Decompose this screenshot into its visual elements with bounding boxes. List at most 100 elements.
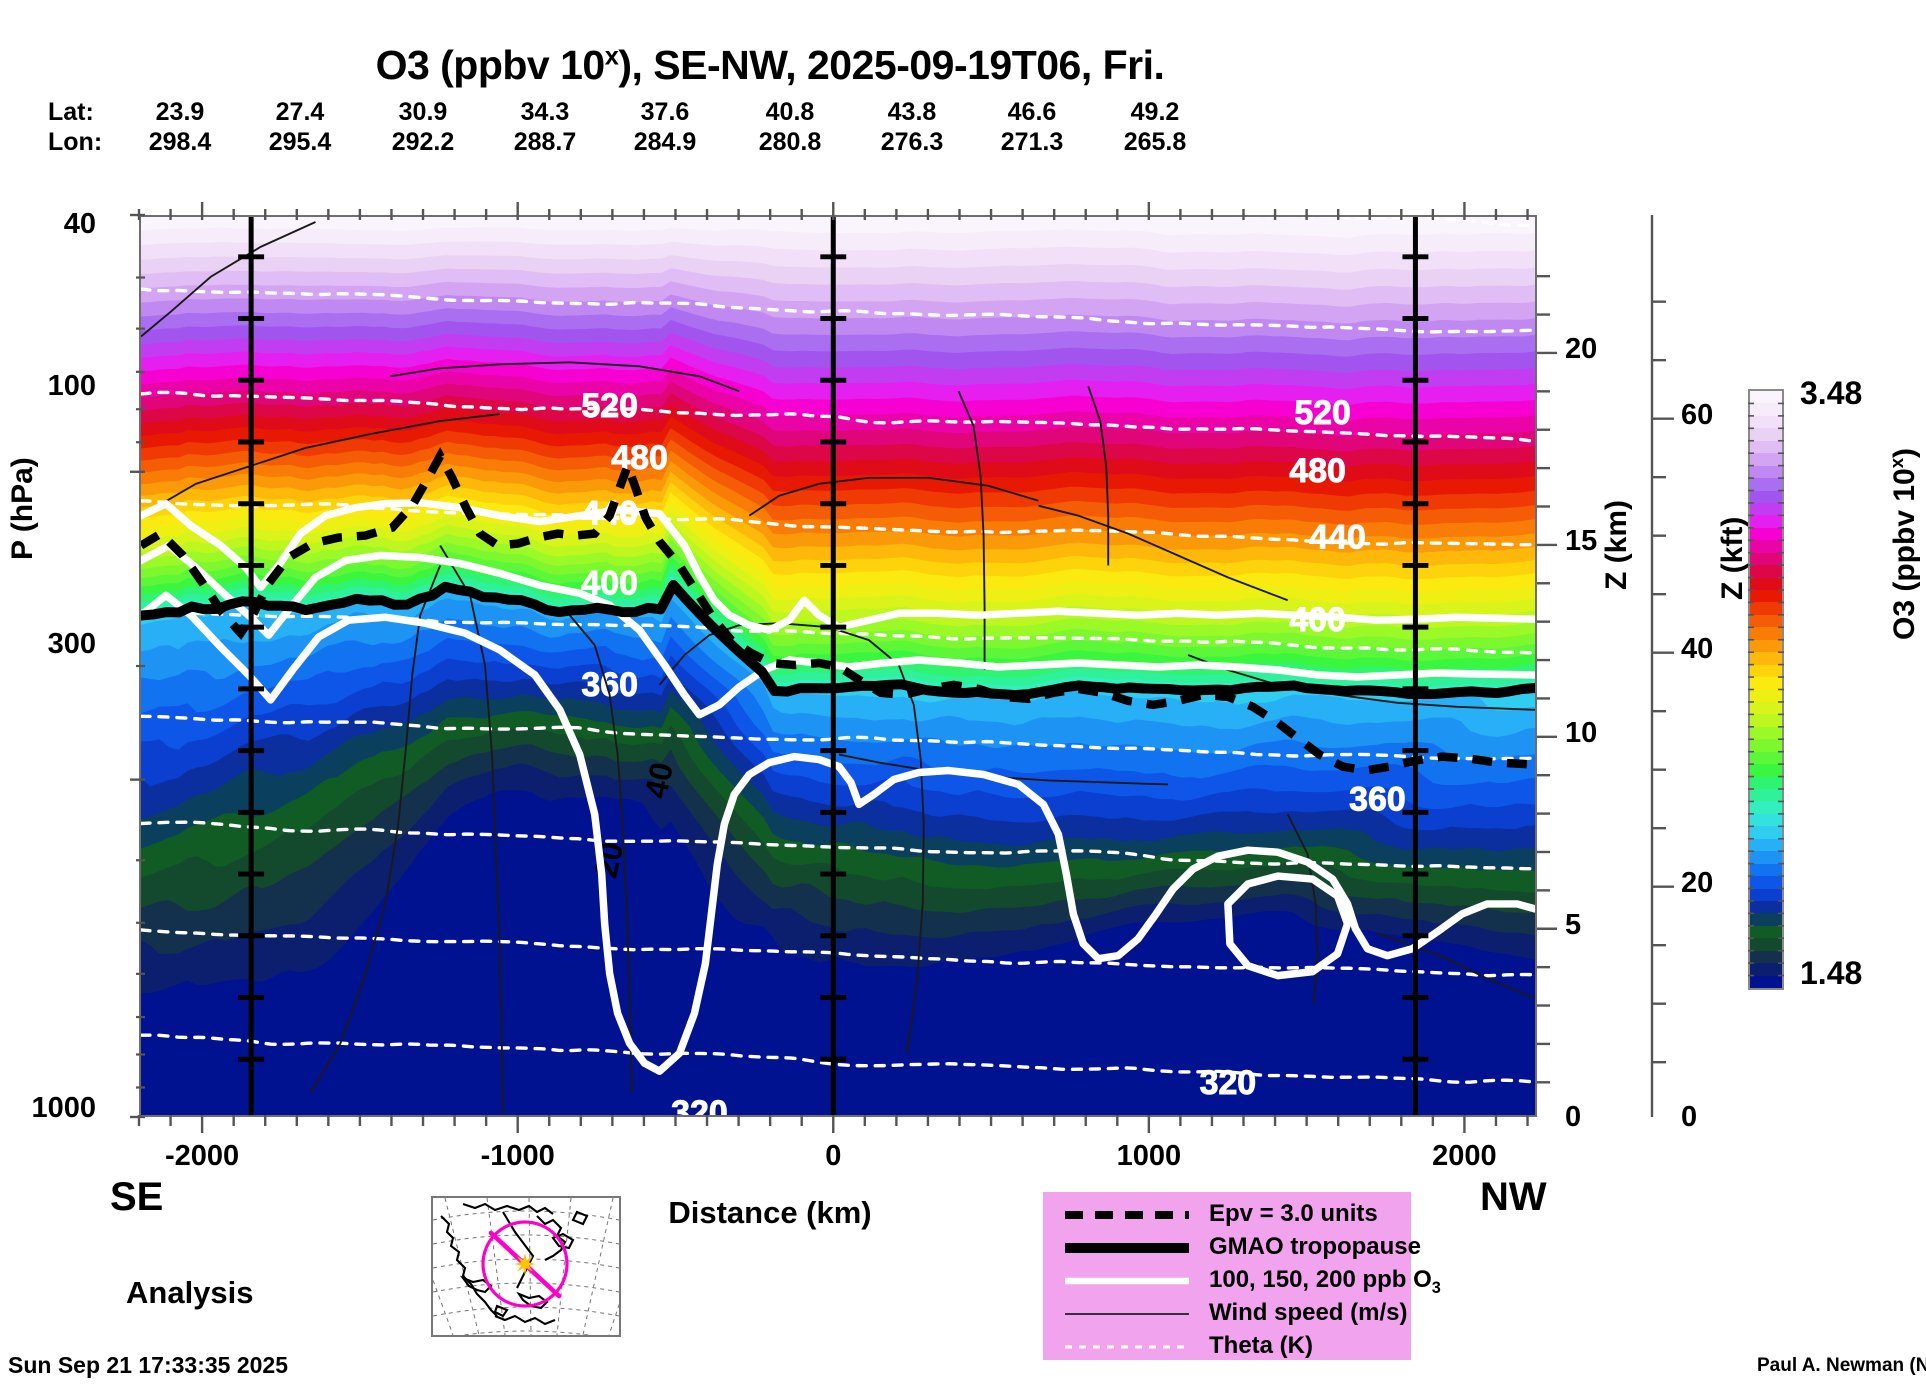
- inset-range-circle: [481, 1220, 569, 1308]
- colorbar-band: [1750, 478, 1782, 491]
- title-prefix: O3 (ppbv 10: [375, 42, 606, 88]
- legend-item[interactable]: Wind speed (m/s): [1043, 1297, 1411, 1330]
- colorbar-band: [1750, 789, 1782, 802]
- altitude-kft-tick-label: 20: [1681, 866, 1714, 899]
- colorbar-band: [1750, 403, 1782, 416]
- colorbar[interactable]: [1748, 389, 1784, 990]
- colorbar-band: [1750, 950, 1782, 964]
- colorbar-band: [1750, 925, 1782, 939]
- colorbar-band: [1750, 938, 1782, 951]
- colorbar-band: [1750, 540, 1782, 553]
- pressure-tick-label: 100: [47, 370, 96, 402]
- longitude-value: 288.7: [513, 128, 577, 156]
- altitude-km-axis: [1537, 274, 1557, 1084]
- altitude-kft-tick-label: 60: [1681, 398, 1714, 431]
- inset-locator-map[interactable]: [402, 1196, 656, 1341]
- se-endpoint-label: SE: [110, 1175, 164, 1219]
- colorbar-band: [1750, 701, 1782, 715]
- longitude-value: 265.8: [1123, 128, 1187, 156]
- nw-endpoint-label: NW: [1480, 1175, 1547, 1219]
- longitude-value: 276.3: [880, 128, 944, 156]
- longitude-value: 295.4: [268, 128, 332, 156]
- latitude-row: Lat: 23.9 27.4 30.9 34.3 37.6 40.8 43.8 46.6 49.2: [0, 98, 1540, 128]
- colorbar-band: [1750, 428, 1782, 441]
- distance-tick-label: 2000: [1432, 1140, 1497, 1172]
- colorbar-band: [1750, 726, 1782, 740]
- title-superscript: x: [604, 42, 619, 71]
- legend-item[interactable]: GMAO tropopause: [1043, 1231, 1421, 1264]
- colorbar-band: [1750, 739, 1782, 752]
- altitude-km-tick-label: 10: [1565, 716, 1598, 749]
- distance-axis-top: [137, 202, 1529, 220]
- svg-text:400: 400: [1289, 601, 1346, 639]
- pressure-axis: [130, 213, 145, 1119]
- latitude-value: 49.2: [1130, 98, 1180, 126]
- legend-item[interactable]: 100, 150, 200 ppb O3: [1043, 1264, 1441, 1297]
- longitude-value: 284.9: [633, 128, 697, 156]
- title-suffix: ), SE-NW, 2025-09-19T06, Fri.: [618, 42, 1165, 88]
- altitude-km-tick-label: 15: [1565, 524, 1598, 557]
- svg-text:20: 20: [588, 839, 631, 881]
- legend-label: GMAO tropopause: [1209, 1233, 1422, 1260]
- legend[interactable]: Epv = 3.0 units GMAO tropopause 100, 150, …: [1043, 1192, 1441, 1363]
- altitude-km-tick-label: 0: [1565, 1100, 1582, 1133]
- longitude-value: 292.2: [391, 128, 455, 156]
- colorbar-band: [1750, 664, 1782, 678]
- latitude-value: 40.8: [765, 98, 815, 126]
- altitude-kft-axis-label: Z (kft): [1716, 516, 1749, 600]
- legend-key-solid-thick-white: [1063, 1264, 1191, 1297]
- longitude-value: 298.4: [148, 128, 212, 156]
- timestamp: Sun Sep 21 17:33:35 2025: [8, 1352, 288, 1378]
- pressure-tick-label: 300: [47, 628, 96, 660]
- latitude-value: 27.4: [275, 98, 325, 126]
- colorbar-band: [1750, 826, 1782, 839]
- legend-key-solid-thin-black: [1063, 1297, 1191, 1330]
- page-title: O3 (ppbv 10x), SE-NW, 2025-09-19T06, Fri…: [0, 42, 1540, 89]
- latitude-label: Lat:: [48, 98, 94, 126]
- colorbar-band: [1750, 391, 1782, 404]
- svg-text:320: 320: [1200, 1064, 1257, 1102]
- colorbar-band: [1750, 627, 1782, 640]
- svg-text:520: 520: [1294, 394, 1351, 432]
- svg-text:480: 480: [1289, 452, 1346, 490]
- altitude-kft-tick-label: 40: [1681, 632, 1714, 665]
- legend-label-subscript: 3: [1431, 1278, 1441, 1297]
- colorbar-label-superscript: x: [1886, 457, 1907, 469]
- colorbar-band: [1750, 838, 1782, 852]
- latitude-value: 46.6: [1007, 98, 1057, 126]
- svg-text:520: 520: [581, 387, 638, 425]
- latitude-value: 30.9: [398, 98, 448, 126]
- altitude-km-tick-label: 5: [1565, 908, 1582, 941]
- colorbar-band: [1750, 813, 1782, 827]
- legend-item[interactable]: Theta (K): [1043, 1330, 1411, 1363]
- latitude-value: 43.8: [887, 98, 937, 126]
- colorbar-band: [1750, 900, 1782, 914]
- colorbar-band: [1750, 602, 1782, 615]
- colorbar-band: [1750, 515, 1782, 528]
- colorbar-band: [1750, 677, 1782, 690]
- svg-text:360: 360: [1349, 780, 1406, 818]
- legend-label: Wind speed (m/s): [1209, 1299, 1408, 1326]
- legend-key-solid-thick-black: [1063, 1231, 1191, 1264]
- pressure-tick-label: 40: [63, 208, 96, 240]
- legend-label: Epv = 3.0 units: [1209, 1200, 1378, 1227]
- svg-text:40: 40: [637, 759, 680, 801]
- colorbar-band: [1750, 453, 1782, 466]
- colorbar-band: [1750, 764, 1782, 777]
- colorbar-band: [1750, 490, 1782, 503]
- colorbar-band: [1750, 963, 1782, 976]
- inset-map-graphic: [402, 1197, 656, 1341]
- colorbar-band: [1750, 590, 1782, 603]
- colorbar-label-prefix: O3 (ppbv 10: [1888, 468, 1921, 640]
- inset-coastlines: [440, 1202, 589, 1326]
- colorbar-min-label: 1.48: [1800, 955, 1863, 991]
- legend-key-dashed-thick-black: [1063, 1198, 1191, 1231]
- colorbar-band: [1750, 552, 1782, 566]
- cross-section-plot[interactable]: 320 320 360 360 400 400 440 440 480 480 520 520 20 40: [139, 215, 1537, 1117]
- colorbar-band: [1750, 888, 1782, 901]
- longitude-row: Lon: 298.4 295.4 292.2 288.7 284.9 280.8 276.3 2…: [0, 128, 1540, 158]
- legend-label: 100, 150, 200 ppb O3: [1209, 1266, 1441, 1297]
- legend-item[interactable]: Epv = 3.0 units: [1043, 1198, 1411, 1231]
- latitude-value: 37.6: [640, 98, 690, 126]
